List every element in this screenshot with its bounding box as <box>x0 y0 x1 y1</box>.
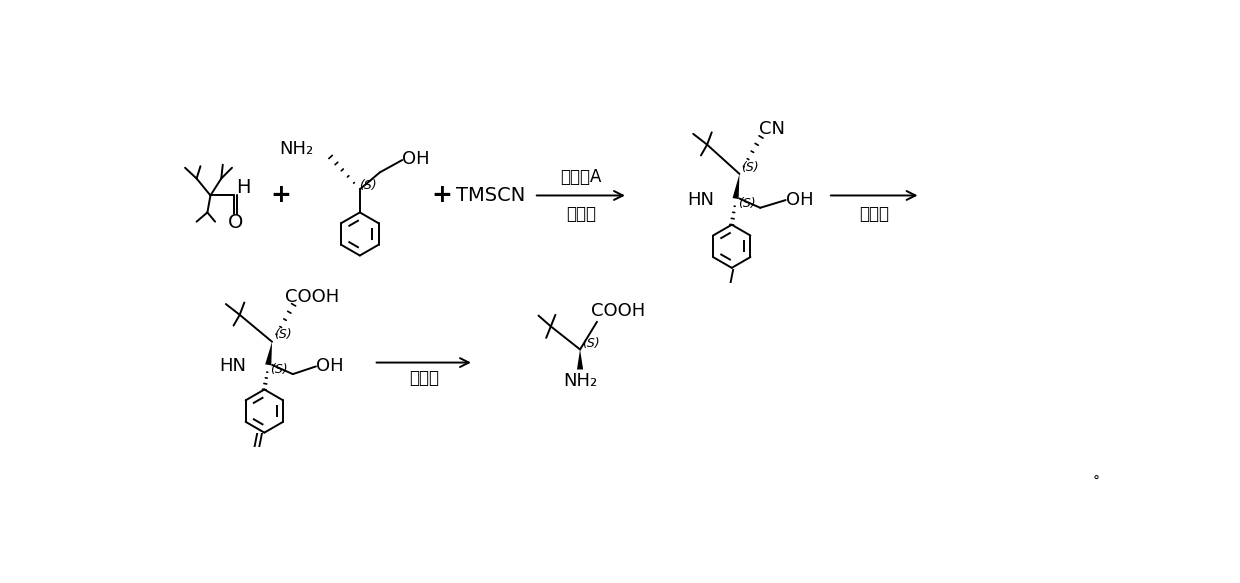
Text: 步骤三: 步骤三 <box>409 369 439 387</box>
Text: HN: HN <box>219 357 247 375</box>
Text: COOH: COOH <box>285 288 340 306</box>
Text: OH: OH <box>786 191 813 209</box>
Text: TMSCN: TMSCN <box>456 186 526 205</box>
Text: H: H <box>237 177 250 196</box>
Polygon shape <box>265 342 272 366</box>
Text: (S): (S) <box>274 328 291 340</box>
Text: COOH: COOH <box>591 302 646 320</box>
Text: (S): (S) <box>270 363 288 376</box>
Text: CN: CN <box>759 120 785 138</box>
Text: +: + <box>270 184 291 208</box>
Text: +: + <box>432 184 451 208</box>
Text: I: I <box>729 268 734 287</box>
Polygon shape <box>733 174 739 199</box>
Text: (S): (S) <box>582 337 600 350</box>
Text: 弧化劑A: 弧化劑A <box>560 168 601 186</box>
Text: NH₂: NH₂ <box>563 372 598 390</box>
Text: 步骤二: 步骤二 <box>859 205 889 223</box>
Text: NH₂: NH₂ <box>279 141 314 158</box>
Text: O: O <box>227 213 243 232</box>
Text: OH: OH <box>316 357 343 375</box>
Text: 步骤一: 步骤一 <box>565 205 596 223</box>
Text: (S): (S) <box>738 196 755 210</box>
Text: °: ° <box>1092 475 1100 489</box>
Text: HN: HN <box>687 191 714 209</box>
Text: II: II <box>253 433 264 451</box>
Text: (S): (S) <box>358 179 377 192</box>
Polygon shape <box>577 349 583 370</box>
Text: OH: OH <box>402 149 430 167</box>
Text: (S): (S) <box>742 161 759 174</box>
